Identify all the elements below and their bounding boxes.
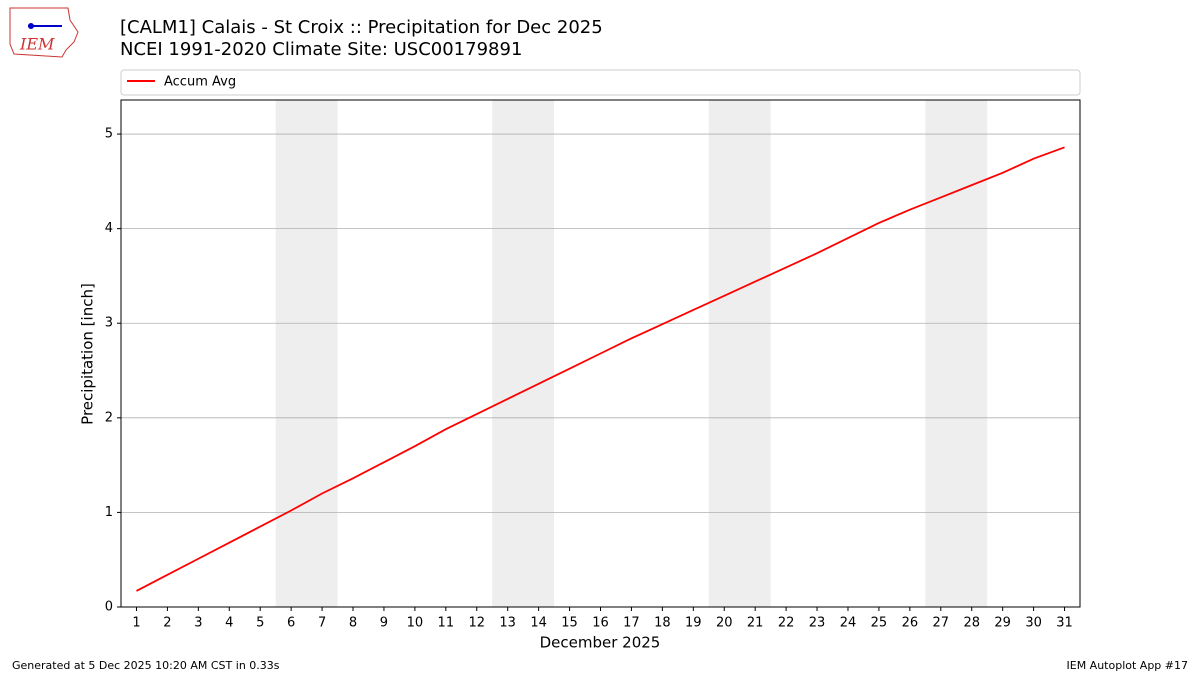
x-tick-label: 13	[499, 616, 516, 631]
logo-dot	[28, 23, 34, 29]
x-tick-label: 20	[716, 616, 733, 631]
x-tick-label: 9	[380, 616, 388, 631]
x-tick-label: 21	[747, 616, 764, 631]
x-tick-label: 7	[318, 616, 326, 631]
x-axis-label: December 2025	[540, 634, 661, 652]
chart-title: [CALM1] Calais - St Croix :: Precipitati…	[120, 17, 603, 38]
x-tick-label: 10	[407, 616, 424, 631]
y-tick-label: 4	[105, 221, 113, 236]
x-tick-label: 26	[902, 616, 919, 631]
x-tick-label: 28	[963, 616, 980, 631]
x-tick-label: 1	[132, 616, 140, 631]
x-tick-label: 11	[438, 616, 455, 631]
legend-box	[120, 69, 1081, 96]
x-tick-label: 19	[685, 616, 702, 631]
x-tick-label: 5	[256, 616, 264, 631]
x-tick-label: 23	[809, 616, 826, 631]
x-tick-label: 25	[871, 616, 888, 631]
x-tick-label: 27	[933, 616, 950, 631]
plot-frame	[120, 99, 1081, 608]
y-tick-label: 2	[105, 410, 113, 425]
y-axis-label: Precipitation [inch]	[79, 283, 97, 425]
logo: IEM	[9, 7, 79, 58]
x-tick-label: 30	[1025, 616, 1042, 631]
series-line	[136, 146, 1065, 592]
weekend-shade	[708, 100, 771, 607]
y-tick-label: 0	[105, 600, 113, 615]
weekend-shade	[925, 100, 988, 607]
x-tick-label: 3	[194, 616, 202, 631]
y-tick-label: 1	[105, 505, 113, 520]
footer-left: Generated at 5 Dec 2025 10:20 AM CST in …	[12, 659, 280, 672]
weekend-shade	[492, 100, 555, 607]
x-tick-label: 6	[287, 616, 295, 631]
y-tick-label: 5	[105, 127, 113, 142]
chart-subtitle: NCEI 1991-2020 Climate Site: USC00179891	[120, 39, 522, 60]
x-tick-label: 12	[468, 616, 485, 631]
x-tick-label: 15	[561, 616, 578, 631]
legend-label: Accum Avg	[164, 75, 236, 90]
logo-outline	[9, 7, 79, 58]
x-tick-label: 18	[654, 616, 671, 631]
logo-text: IEM	[19, 35, 55, 54]
x-tick-label: 29	[994, 616, 1011, 631]
weekend-shade	[275, 100, 338, 607]
x-tick-label: 24	[840, 616, 857, 631]
footer-right: IEM Autoplot App #17	[1067, 659, 1189, 672]
x-tick-label: 31	[1056, 616, 1073, 631]
y-tick-label: 3	[105, 316, 113, 331]
x-tick-label: 17	[623, 616, 640, 631]
x-tick-label: 2	[163, 616, 171, 631]
x-tick-label: 22	[778, 616, 795, 631]
x-tick-label: 4	[225, 616, 233, 631]
x-tick-label: 14	[530, 616, 547, 631]
x-tick-label: 16	[592, 616, 609, 631]
x-tick-label: 8	[349, 616, 357, 631]
